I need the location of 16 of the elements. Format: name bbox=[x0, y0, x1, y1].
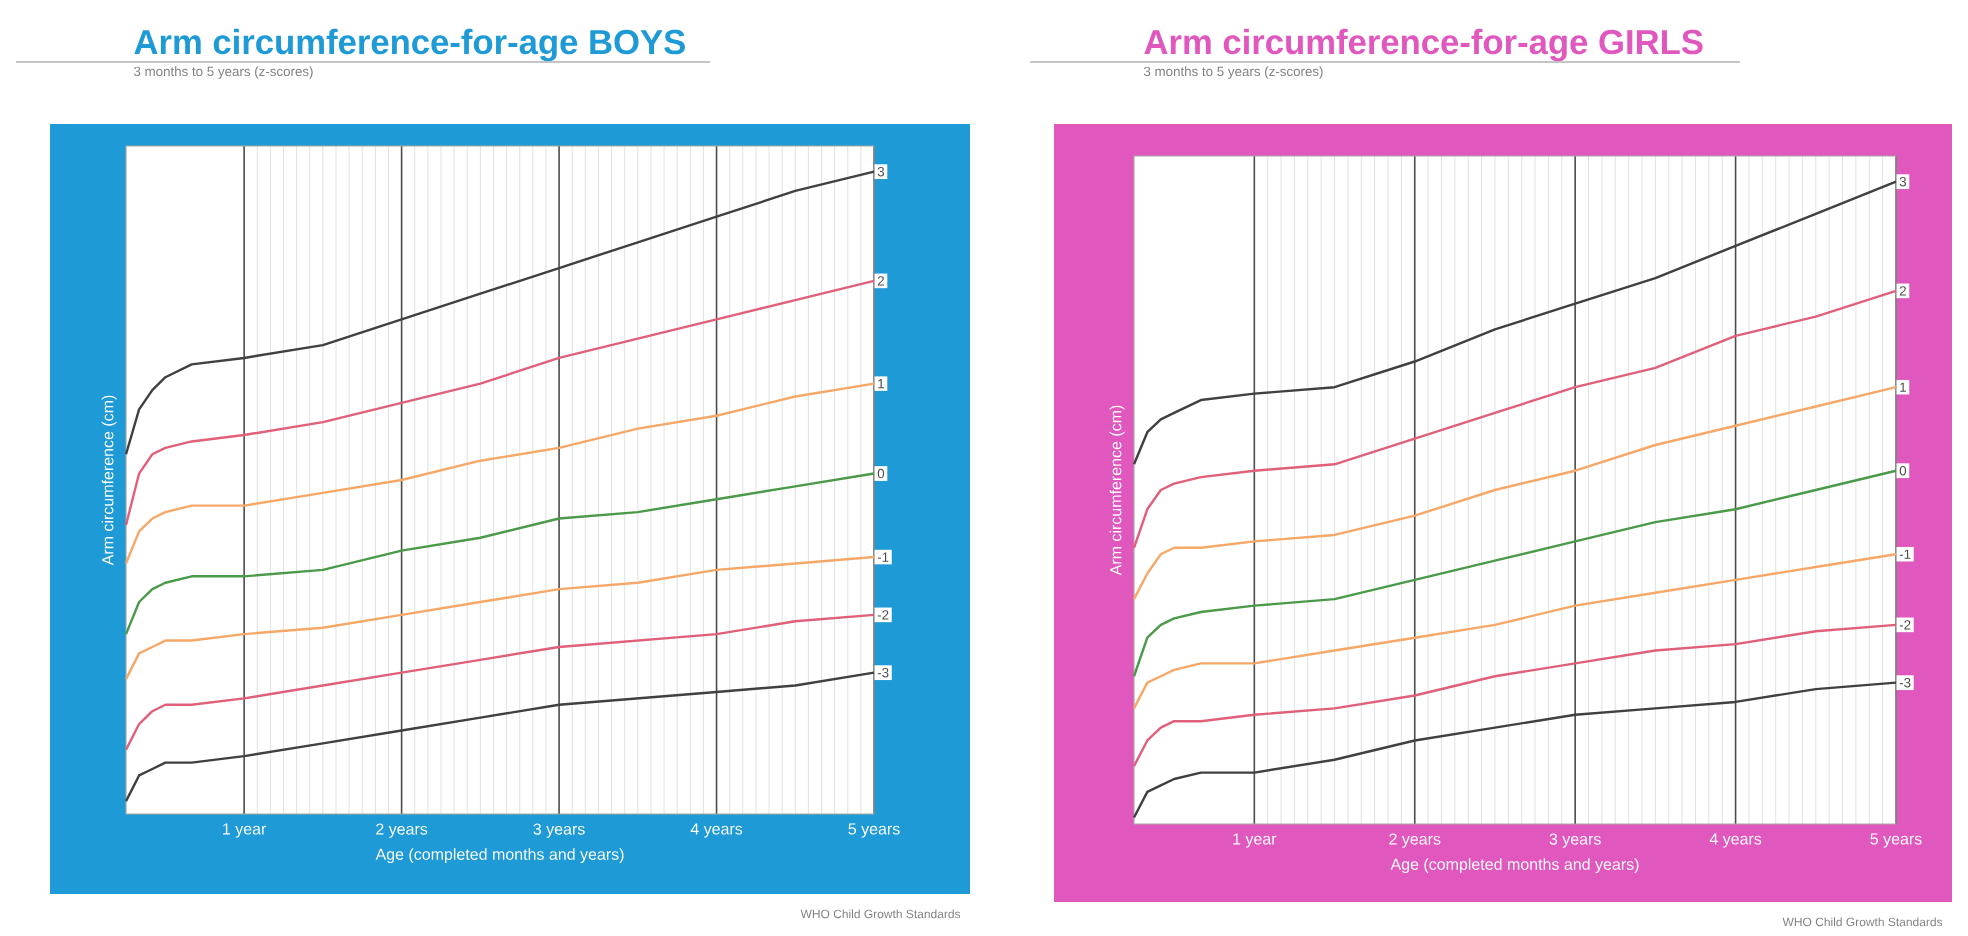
x-tick-label: 2 years bbox=[376, 823, 428, 839]
y-axis-title: Arm circumference (cm) bbox=[101, 396, 117, 566]
chart-title: Arm circumference-for-age BOYS bbox=[134, 29, 685, 62]
x-axis-title: Age (completed months and years) bbox=[375, 848, 624, 864]
x-tick-label: 1 year bbox=[223, 823, 267, 839]
x-tick-label: 2 years bbox=[1389, 833, 1441, 849]
x-tick-label: 5 years bbox=[1870, 833, 1922, 849]
x-tick-label: 1 year bbox=[1233, 833, 1277, 849]
y-axis-title: Arm circumference (cm) bbox=[1109, 406, 1125, 576]
x-tick-label: 3 years bbox=[1549, 833, 1601, 849]
chart-title: Arm circumference-for-age GIRLS bbox=[1144, 29, 1703, 62]
x-axis-title: Age (completed months and years) bbox=[1390, 858, 1639, 874]
x-tick-label: 3 years bbox=[533, 823, 585, 839]
x-tick-label: 5 years bbox=[848, 823, 900, 839]
x-tick-label: 4 years bbox=[690, 823, 743, 839]
x-tick-label: 4 years bbox=[1709, 833, 1762, 849]
